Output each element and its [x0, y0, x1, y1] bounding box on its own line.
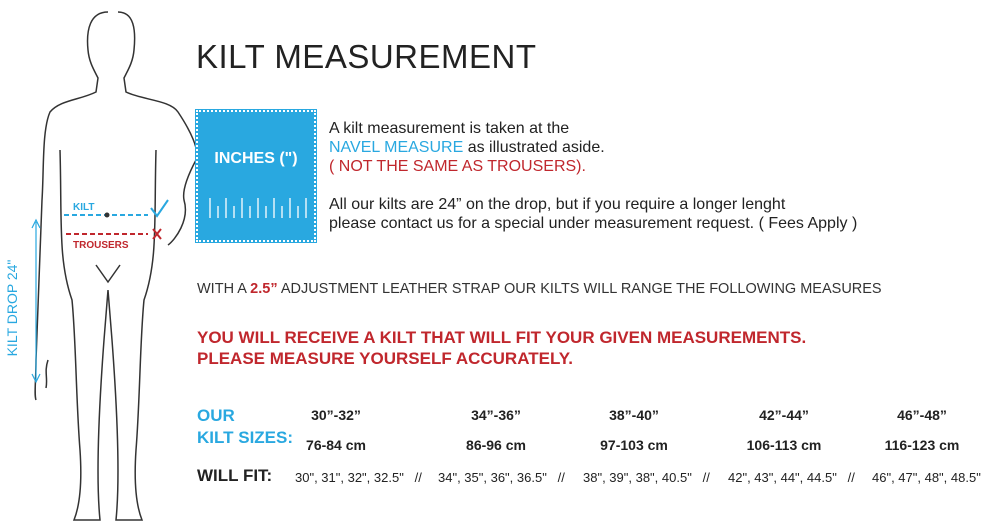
- range-pre: WITH A: [197, 281, 251, 297]
- warning-line-1: YOU WILL RECEIVE A KILT THAT WILL FIT YO…: [197, 328, 807, 347]
- navel-measure: NAVEL MEASURE: [329, 139, 464, 156]
- size-inches: 42”-44”: [759, 407, 809, 423]
- intro-line-2: NAVEL MEASURE as illustrated aside.: [329, 138, 857, 157]
- size-cm: 106-113 cm: [746, 437, 822, 453]
- size-cm: 97-103 cm: [600, 437, 668, 453]
- intro-text: A kilt measurement is taken at the NAVEL…: [329, 119, 857, 233]
- drop-line-1: All our kilts are 24” on the drop, but i…: [329, 196, 786, 213]
- check-icon: [150, 199, 169, 218]
- kilt-sizes-label-1: OUR: [197, 406, 235, 425]
- kilt-sizes-label-2: KILT SIZES:: [197, 428, 294, 447]
- size-fit: 42", 43", 44", 44.5" //: [728, 470, 855, 485]
- body-figure: [31, 11, 198, 521]
- size-inches: 38”-40”: [609, 407, 659, 423]
- size-cm: 116-123 cm: [884, 437, 960, 453]
- kilt-sizes-label: OUR KILT SIZES:: [197, 405, 293, 449]
- warning-line-2: PLEASE MEASURE YOURSELF ACCURATELY.: [197, 349, 573, 368]
- range-text: WITH A 2.5” ADJUSTMENT LEATHER STRAP OUR…: [197, 281, 882, 297]
- will-fit-label: WILL FIT:: [197, 466, 273, 485]
- intro-line-2-rest: as illustrated aside.: [463, 139, 605, 156]
- size-inches: 30”-32”: [311, 407, 361, 423]
- size-fit: 34", 35", 36", 36.5" //: [438, 470, 565, 485]
- size-inches: 34”-36”: [471, 407, 521, 423]
- size-inches: 46”-48”: [897, 407, 947, 423]
- page-title: KILT MEASUREMENT: [196, 38, 537, 75]
- size-cm: 86-96 cm: [466, 437, 526, 453]
- ruler-icon: [209, 198, 307, 218]
- drop-line-2: please contact us for a special under me…: [329, 215, 858, 232]
- warning-text: YOU WILL RECEIVE A KILT THAT WILL FIT YO…: [197, 327, 806, 369]
- size-fit: 30", 31", 32", 32.5" //: [295, 470, 422, 485]
- not-same-note: ( NOT THE SAME AS TROUSERS).: [329, 158, 586, 175]
- size-fit: 46", 47", 48", 48.5": [872, 470, 981, 485]
- intro-line-1: A kilt measurement is taken at the: [329, 120, 570, 137]
- kilt-drop-label: KILT DROP 24": [4, 259, 20, 357]
- size-cm: 76-84 cm: [306, 437, 366, 453]
- range-post: ADJUSTMENT LEATHER STRAP OUR KILTS WILL …: [277, 281, 882, 297]
- range-value: 2.5”: [250, 281, 278, 297]
- trousers-label: TROUSERS: [73, 240, 129, 251]
- inches-label: INCHES ("): [214, 150, 298, 167]
- cross-icon: [152, 228, 162, 240]
- size-fit: 38", 39", 38", 40.5" //: [583, 470, 710, 485]
- kilt-label: KILT: [73, 202, 95, 213]
- inches-box: INCHES ("): [195, 109, 317, 243]
